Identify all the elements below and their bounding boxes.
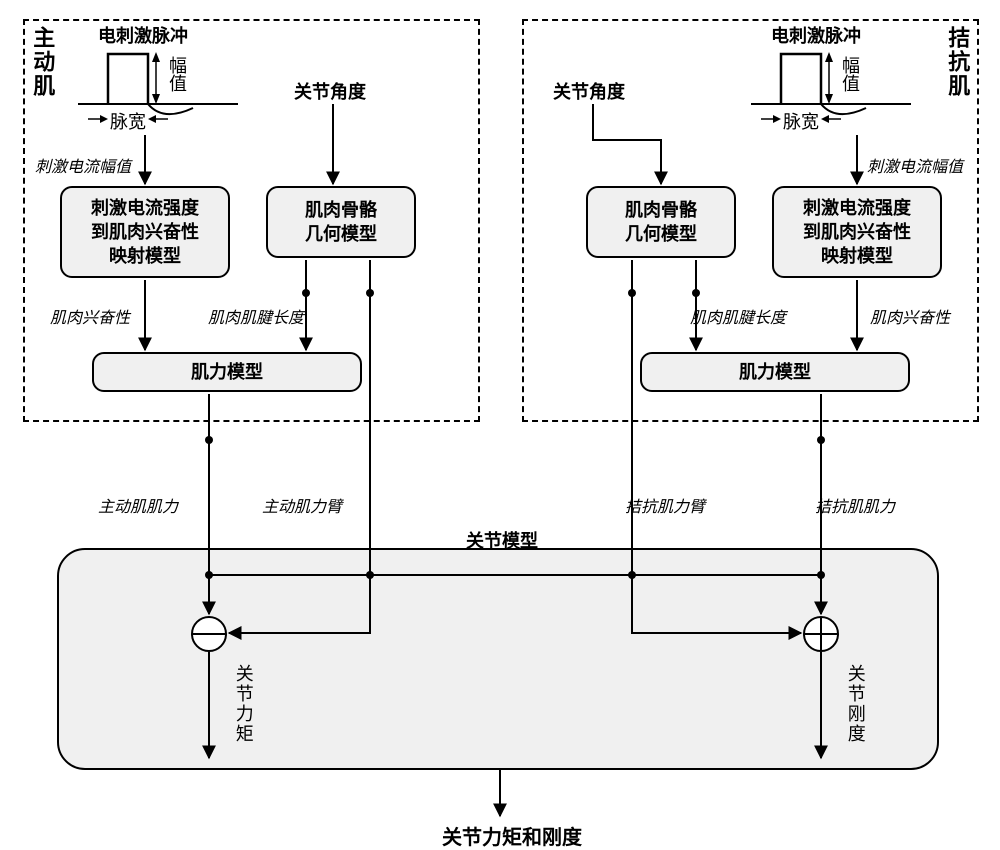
sum-torque-icon: [191, 616, 227, 652]
agonist-label: 主动肌: [30, 26, 54, 98]
geom-l2-left: 几何模型: [305, 224, 377, 244]
pulsewidth-label-left: 脉宽: [110, 108, 146, 134]
pulse-title-left: 电刺激脉冲: [98, 22, 188, 48]
geom-box-left: 肌肉骨骼 几何模型: [266, 186, 416, 258]
tendon-left: 肌肉肌腱长度: [208, 304, 304, 328]
stim-amp-left: 刺激电流幅值: [35, 153, 131, 177]
force-box-left: 肌力模型: [92, 352, 362, 392]
antagonist-label: 拮抗肌: [945, 26, 969, 98]
geom-box-right: 肌肉骨骼 几何模型: [586, 186, 736, 258]
joint-model-label: 关节模型: [466, 527, 538, 553]
map-l1-left: 刺激电流强度: [91, 198, 199, 218]
agonist-force-label: 主动肌肌力: [98, 493, 178, 517]
joint-angle-left: 关节角度: [294, 78, 366, 104]
pulse-sketch-left: 电刺激脉冲 幅值 脉宽: [78, 22, 238, 132]
tendon-right: 肌肉肌腱长度: [690, 304, 786, 328]
mapping-box-left: 刺激电流强度 到肌肉兴奋性 映射模型: [60, 186, 230, 278]
amplitude-label-right: 幅值: [837, 56, 863, 92]
force-box-right: 肌力模型: [640, 352, 910, 392]
joint-stiffness-label: 关节刚度: [845, 664, 865, 744]
map-l1-right: 刺激电流强度: [803, 198, 911, 218]
excite-right: 肌肉兴奋性: [870, 304, 950, 328]
geom-l2-right: 几何模型: [625, 224, 697, 244]
joint-angle-right: 关节角度: [553, 78, 625, 104]
map-l3-right: 映射模型: [821, 246, 893, 266]
map-l2-right: 到肌肉兴奋性: [803, 222, 911, 242]
amplitude-label-left: 幅值: [164, 56, 190, 92]
map-l3-left: 映射模型: [109, 246, 181, 266]
antagonist-arm-label: 拮抗肌力臂: [625, 493, 705, 517]
geom-l1-left: 肌肉骨骼: [305, 200, 377, 220]
stim-amp-right: 刺激电流幅值: [867, 153, 963, 177]
pulse-title-right: 电刺激脉冲: [771, 22, 861, 48]
excite-left: 肌肉兴奋性: [50, 304, 130, 328]
antagonist-force-label: 拮抗肌肌力: [815, 493, 895, 517]
mapping-box-right: 刺激电流强度 到肌肉兴奋性 映射模型: [772, 186, 942, 278]
map-l2-left: 到肌肉兴奋性: [91, 222, 199, 242]
joint-model-box: [57, 548, 939, 770]
pulsewidth-label-right: 脉宽: [783, 108, 819, 134]
geom-l1-right: 肌肉骨骼: [625, 200, 697, 220]
output-label: 关节力矩和刚度: [442, 821, 582, 850]
pulse-sketch-right: 电刺激脉冲 幅值 脉宽: [751, 22, 911, 132]
joint-torque-label: 关节力矩: [233, 664, 253, 744]
sum-stiffness-icon: [803, 616, 839, 652]
agonist-arm-label: 主动肌力臂: [262, 493, 342, 517]
